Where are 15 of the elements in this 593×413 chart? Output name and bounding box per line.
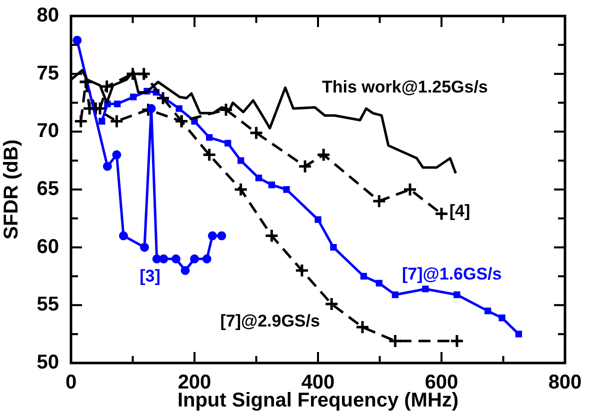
- y-tick-label: 80: [36, 4, 59, 27]
- x-tick-label: 0: [65, 372, 77, 394]
- x-tick-label: 800: [548, 372, 582, 394]
- y-tick-label: 75: [36, 62, 59, 84]
- series-label: [3]: [140, 266, 160, 286]
- y-tick-label: 65: [36, 178, 59, 200]
- y-axis-title: SFDR (dB): [0, 140, 23, 240]
- y-tick-label: 70: [36, 120, 59, 142]
- series-label: [7]@1.6GS/s: [402, 264, 502, 284]
- series-label: This work@1.25Gs/s: [322, 78, 488, 97]
- series-label: [4]: [449, 202, 470, 221]
- series-label: [7]@2.9GS/s: [220, 312, 320, 331]
- y-tick-label: 55: [36, 294, 59, 316]
- y-tick-label: 60: [36, 236, 59, 258]
- y-tick-label: 50: [36, 352, 59, 374]
